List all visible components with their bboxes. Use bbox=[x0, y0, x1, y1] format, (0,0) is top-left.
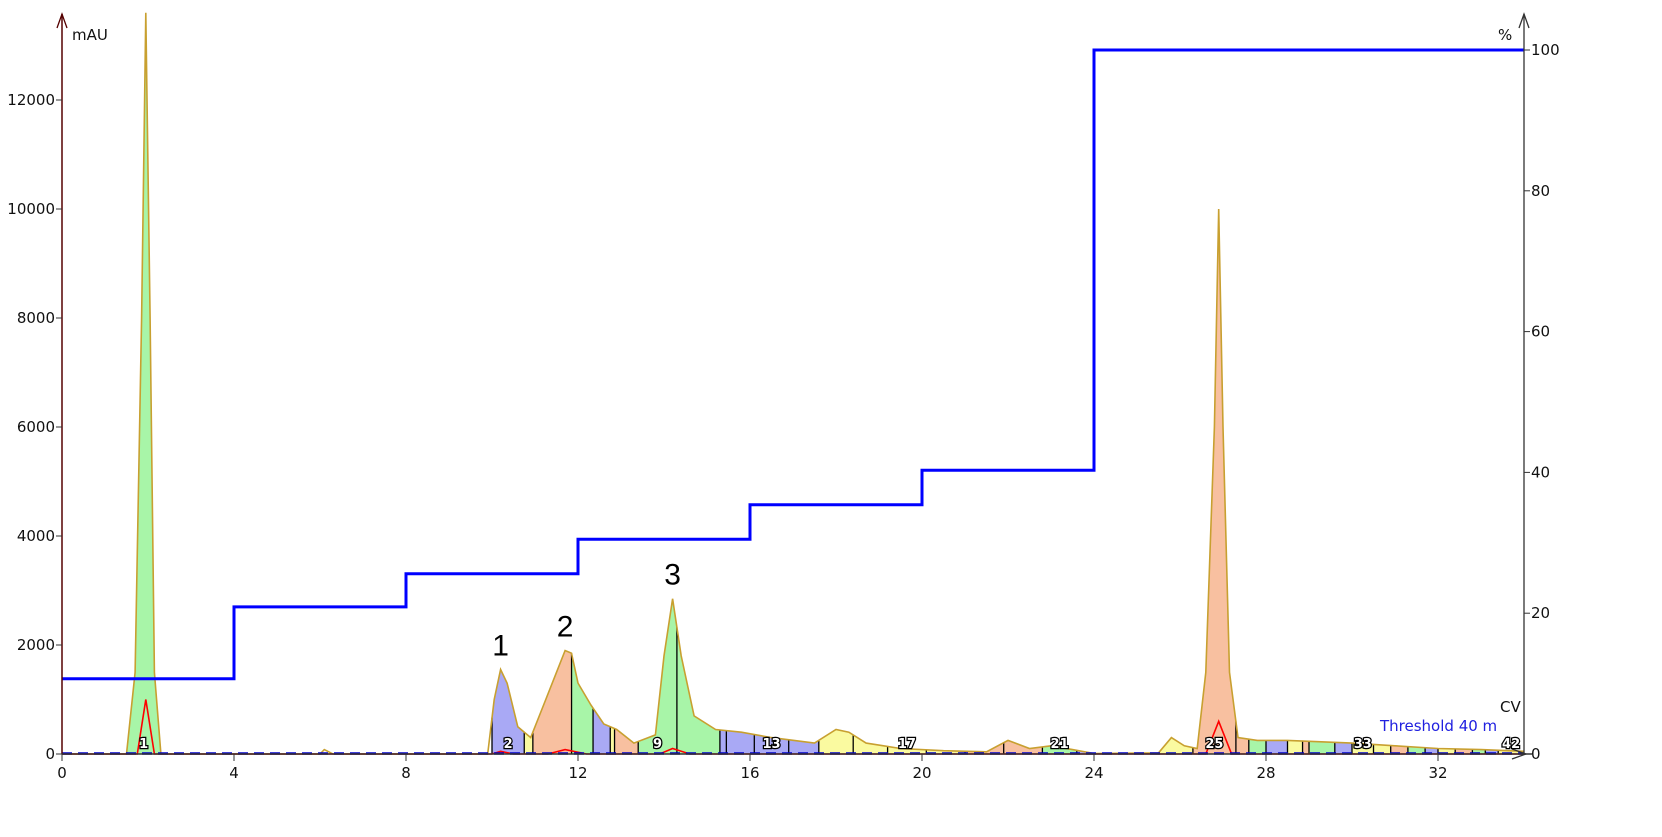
y-tick-label: 8000 bbox=[17, 309, 55, 327]
y2-tick-label: 20 bbox=[1531, 604, 1550, 622]
fraction-area-25 bbox=[1192, 209, 1236, 754]
uv-trace-line bbox=[62, 12, 1525, 755]
fraction-area-36 bbox=[1407, 746, 1426, 754]
fraction-area-4 bbox=[532, 650, 572, 754]
fraction-label-13: 13 bbox=[762, 737, 780, 752]
peak-annotation: 2 bbox=[557, 610, 574, 643]
fraction-label-2: 2 bbox=[504, 737, 513, 752]
fraction-area-9 bbox=[638, 598, 677, 754]
y-tick-label: 0 bbox=[45, 745, 55, 763]
fraction-area-24 bbox=[1154, 737, 1193, 754]
x-tick-label: 32 bbox=[1428, 764, 1447, 782]
fraction-area-27 bbox=[1248, 739, 1266, 754]
x-tick-label: 0 bbox=[57, 764, 67, 782]
fraction-label-1: 1 bbox=[139, 737, 148, 752]
x-tick-label: 12 bbox=[568, 764, 587, 782]
fraction-area-1 bbox=[126, 12, 161, 755]
y-tick-label: 12000 bbox=[7, 91, 55, 109]
fraction-area-32 bbox=[1334, 742, 1352, 754]
x-tick-label: 4 bbox=[229, 764, 239, 782]
fraction-label-21: 21 bbox=[1051, 737, 1069, 752]
fraction-area-29 bbox=[1287, 740, 1303, 754]
fraction-area-11 bbox=[719, 729, 727, 754]
fraction-label-25: 25 bbox=[1205, 737, 1223, 752]
y-tick-label: 2000 bbox=[17, 636, 55, 654]
y2-tick-label: 100 bbox=[1531, 41, 1560, 59]
peak-annotation: 3 bbox=[664, 559, 681, 592]
fraction-dividers bbox=[491, 627, 1499, 754]
y2-axis-label: % bbox=[1498, 26, 1512, 44]
y-tick-label: 4000 bbox=[17, 527, 55, 545]
threshold-label: Threshold 40 m bbox=[1379, 717, 1497, 735]
y2-tick-label: 80 bbox=[1531, 182, 1550, 200]
fraction-area-2 bbox=[492, 669, 525, 754]
x-tick-label: 16 bbox=[740, 764, 759, 782]
fraction-area-7 bbox=[610, 726, 615, 754]
peak-annotation: 1 bbox=[492, 630, 509, 663]
y2-tick-label: 40 bbox=[1531, 463, 1550, 481]
fraction-area-35 bbox=[1390, 745, 1408, 754]
fraction-label-33: 33 bbox=[1354, 737, 1372, 752]
fraction-area-19 bbox=[965, 742, 1004, 754]
x-axis-label: CV bbox=[1500, 698, 1521, 716]
fraction-area-8 bbox=[614, 728, 639, 754]
fraction-area-28 bbox=[1266, 740, 1288, 754]
fraction-area-31 bbox=[1309, 741, 1335, 754]
fraction-area-6 bbox=[593, 708, 611, 754]
fraction-label-9: 9 bbox=[653, 737, 662, 752]
fraction-area-12 bbox=[726, 730, 755, 754]
fraction-area-26 bbox=[1235, 721, 1249, 754]
fraction-area-20 bbox=[1003, 740, 1043, 754]
x-tick-label: 28 bbox=[1256, 764, 1275, 782]
y-axis-arrow-icon bbox=[56, 12, 68, 29]
y2-axis-arrow-icon bbox=[1518, 12, 1530, 29]
fraction-area-33 bbox=[1352, 743, 1374, 754]
uv2-trace-line bbox=[62, 699, 1524, 755]
y2-tick-label: 60 bbox=[1531, 323, 1550, 341]
y-tick-label: 6000 bbox=[17, 418, 55, 436]
fraction-area-22 bbox=[1076, 750, 1112, 754]
fraction-area-34 bbox=[1373, 744, 1391, 754]
x-tick-label: 20 bbox=[912, 764, 931, 782]
y2-tick-label: 0 bbox=[1531, 745, 1541, 763]
fraction-label-17: 17 bbox=[898, 737, 916, 752]
fraction-label-42: 42 bbox=[1502, 737, 1520, 752]
fraction-areas bbox=[126, 12, 1524, 755]
fraction-area-15 bbox=[818, 729, 854, 754]
fraction-area-10 bbox=[676, 627, 720, 754]
fraction-area-30 bbox=[1302, 741, 1309, 754]
peak-annotations: 1 2 3 bbox=[492, 559, 681, 663]
y-axis-label: mAU bbox=[72, 26, 108, 44]
gradient-percent-line bbox=[62, 48, 1524, 681]
fraction-area-21 bbox=[1042, 745, 1077, 754]
x-tick-label: 8 bbox=[401, 764, 411, 782]
x-tick-label: 24 bbox=[1084, 764, 1103, 782]
y-tick-label: 10000 bbox=[7, 200, 55, 218]
fraction-labels: 1 2 9 13 17 21 25 33 42 bbox=[138, 736, 1521, 754]
